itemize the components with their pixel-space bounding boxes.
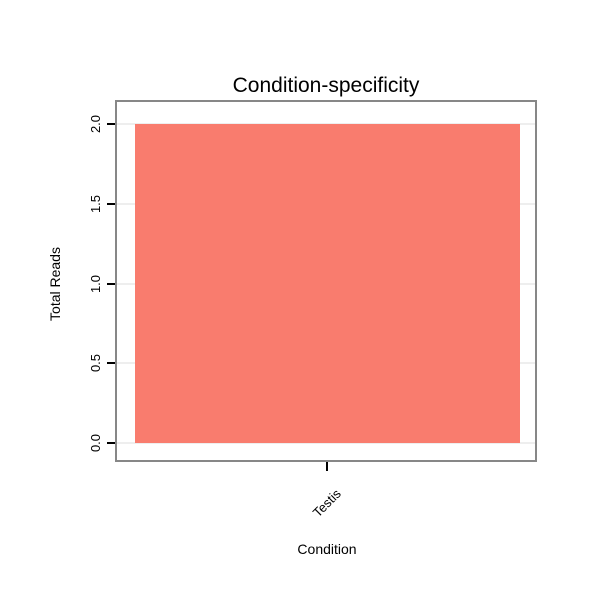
plot-area: 0.0 0.5 1.0 1.5 2.0 [88,100,537,471]
y-tick-label: 1.5 [87,194,103,213]
gridline [117,442,535,444]
y-tick-label: 0.0 [87,433,103,453]
y-tick [107,202,115,205]
x-tick [326,462,329,471]
y-tick-label: 2.0 [87,114,103,134]
bar [135,124,520,443]
y-axis-label: Total Reads [47,247,63,321]
x-axis-label: Condition [297,541,357,557]
y-tick [107,123,115,125]
y-tick [107,282,115,285]
y-tick-label: 0.5 [87,354,103,373]
chart-title: Condition-specificity [232,74,420,97]
y-tick [107,442,115,444]
y-tick [107,362,115,365]
y-tick-label: 1.0 [87,274,103,293]
x-category-label: Testis [309,486,345,521]
